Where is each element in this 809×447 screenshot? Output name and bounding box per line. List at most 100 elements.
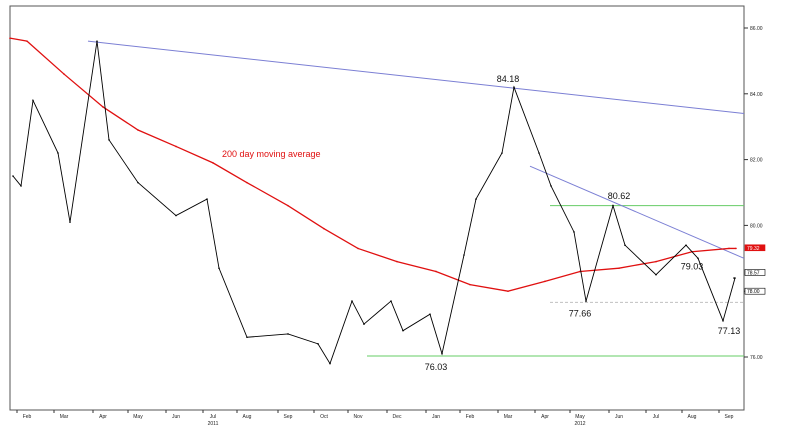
price-marker-label: 79.32 bbox=[747, 246, 760, 252]
price-point bbox=[69, 221, 71, 223]
x-tick-label: Apr bbox=[541, 414, 549, 420]
price-point bbox=[402, 329, 404, 332]
moving-average-point bbox=[396, 260, 398, 263]
price-point bbox=[351, 300, 353, 302]
price-point bbox=[655, 273, 657, 276]
price-marker-label: 78.00 bbox=[747, 289, 760, 295]
moving-average-point bbox=[735, 247, 737, 250]
year-label: 2012 bbox=[574, 421, 585, 427]
moving-average-point bbox=[323, 227, 325, 230]
price-point bbox=[363, 323, 365, 325]
x-tick-label: Jan bbox=[432, 414, 440, 420]
x-tick-label: May bbox=[133, 414, 143, 420]
price-series-line bbox=[12, 41, 736, 365]
price-point bbox=[463, 254, 465, 256]
moving-average-point bbox=[212, 162, 214, 164]
price-annotation: 84.18 bbox=[497, 74, 520, 84]
x-tick-label: Mar bbox=[504, 414, 513, 420]
price-point bbox=[429, 313, 431, 316]
x-tick-label: Oct bbox=[320, 414, 328, 420]
moving-average-point bbox=[469, 283, 471, 286]
moving-average-point bbox=[618, 267, 620, 269]
x-tick-label: Feb bbox=[23, 414, 32, 420]
moving-average-point bbox=[728, 247, 730, 250]
x-tick-label: Apr bbox=[99, 414, 107, 420]
x-tick-label: Feb bbox=[466, 414, 475, 420]
price-point bbox=[390, 300, 392, 302]
price-point bbox=[685, 244, 687, 246]
y-tick-label: 84.00 bbox=[750, 92, 763, 98]
price-point bbox=[475, 198, 477, 200]
moving-average-point bbox=[544, 280, 546, 283]
x-tick-label: Sep bbox=[725, 414, 734, 420]
moving-average-label: 200 day moving average bbox=[222, 149, 321, 159]
price-point bbox=[137, 181, 139, 184]
y-tick-label: 80.00 bbox=[750, 223, 763, 229]
year-label: 2011 bbox=[208, 421, 219, 427]
moving-average-point bbox=[287, 204, 289, 207]
price-point bbox=[287, 333, 289, 335]
plot-frame bbox=[9, 5, 745, 411]
moving-average-point bbox=[9, 37, 11, 39]
price-point bbox=[246, 336, 248, 339]
x-tick-label: Mar bbox=[60, 414, 69, 420]
x-tick-label: Aug bbox=[243, 414, 252, 420]
price-point bbox=[108, 139, 110, 141]
x-tick-label: Nov bbox=[354, 414, 363, 420]
y-tick-label: 76.00 bbox=[750, 355, 763, 361]
price-point bbox=[206, 198, 208, 200]
y-tick-label: 86.00 bbox=[750, 26, 763, 32]
price-point bbox=[513, 86, 515, 89]
y-tick-label: 82.00 bbox=[750, 158, 763, 164]
x-tick-label: Jun bbox=[615, 414, 623, 420]
price-point bbox=[329, 362, 331, 365]
price-point bbox=[20, 185, 22, 187]
price-annotation: 77.13 bbox=[718, 326, 741, 336]
price-point bbox=[612, 204, 614, 207]
moving-average-point bbox=[102, 106, 104, 108]
price-point bbox=[624, 244, 626, 246]
price-annotation: 80.62 bbox=[608, 191, 631, 201]
price-marker bbox=[744, 244, 766, 252]
x-tick-label: May bbox=[575, 414, 585, 420]
price-point bbox=[573, 231, 575, 233]
price-point bbox=[12, 175, 14, 177]
price-marker-label: 78.57 bbox=[747, 270, 760, 276]
price-point bbox=[96, 40, 98, 42]
x-tick-label: Sep bbox=[284, 414, 293, 420]
x-tick-label: Jun bbox=[172, 414, 180, 420]
moving-average-point bbox=[63, 73, 65, 75]
moving-average-line bbox=[9, 37, 736, 292]
price-point bbox=[218, 267, 220, 269]
price-annotation: 79.03 bbox=[681, 261, 704, 271]
moving-average-point bbox=[507, 290, 509, 293]
moving-average-point bbox=[137, 129, 139, 131]
price-marker bbox=[744, 269, 766, 276]
price-point bbox=[501, 152, 503, 154]
price-annotation: 77.66 bbox=[569, 308, 592, 318]
price-point bbox=[317, 343, 319, 345]
price-annotation: 76.03 bbox=[425, 362, 448, 372]
trendline bbox=[87, 40, 745, 115]
price-point bbox=[722, 320, 724, 322]
moving-average-point bbox=[26, 40, 28, 42]
moving-average-point bbox=[175, 145, 177, 148]
trendline bbox=[529, 165, 745, 259]
price-point bbox=[697, 257, 699, 260]
price-point bbox=[175, 214, 177, 217]
moving-average-point bbox=[246, 181, 248, 184]
price-point bbox=[538, 152, 540, 154]
x-tick-label: Jul bbox=[653, 414, 659, 420]
price-marker bbox=[744, 287, 766, 295]
x-tick-label: Aug bbox=[688, 414, 697, 420]
x-tick-label: Dec bbox=[393, 414, 402, 420]
price-point bbox=[32, 99, 34, 102]
price-point bbox=[441, 352, 443, 355]
x-tick-label: Jul bbox=[210, 414, 216, 420]
moving-average-point bbox=[435, 270, 437, 273]
moving-average-point bbox=[357, 247, 359, 250]
price-point bbox=[57, 152, 59, 154]
price-point bbox=[733, 277, 735, 279]
